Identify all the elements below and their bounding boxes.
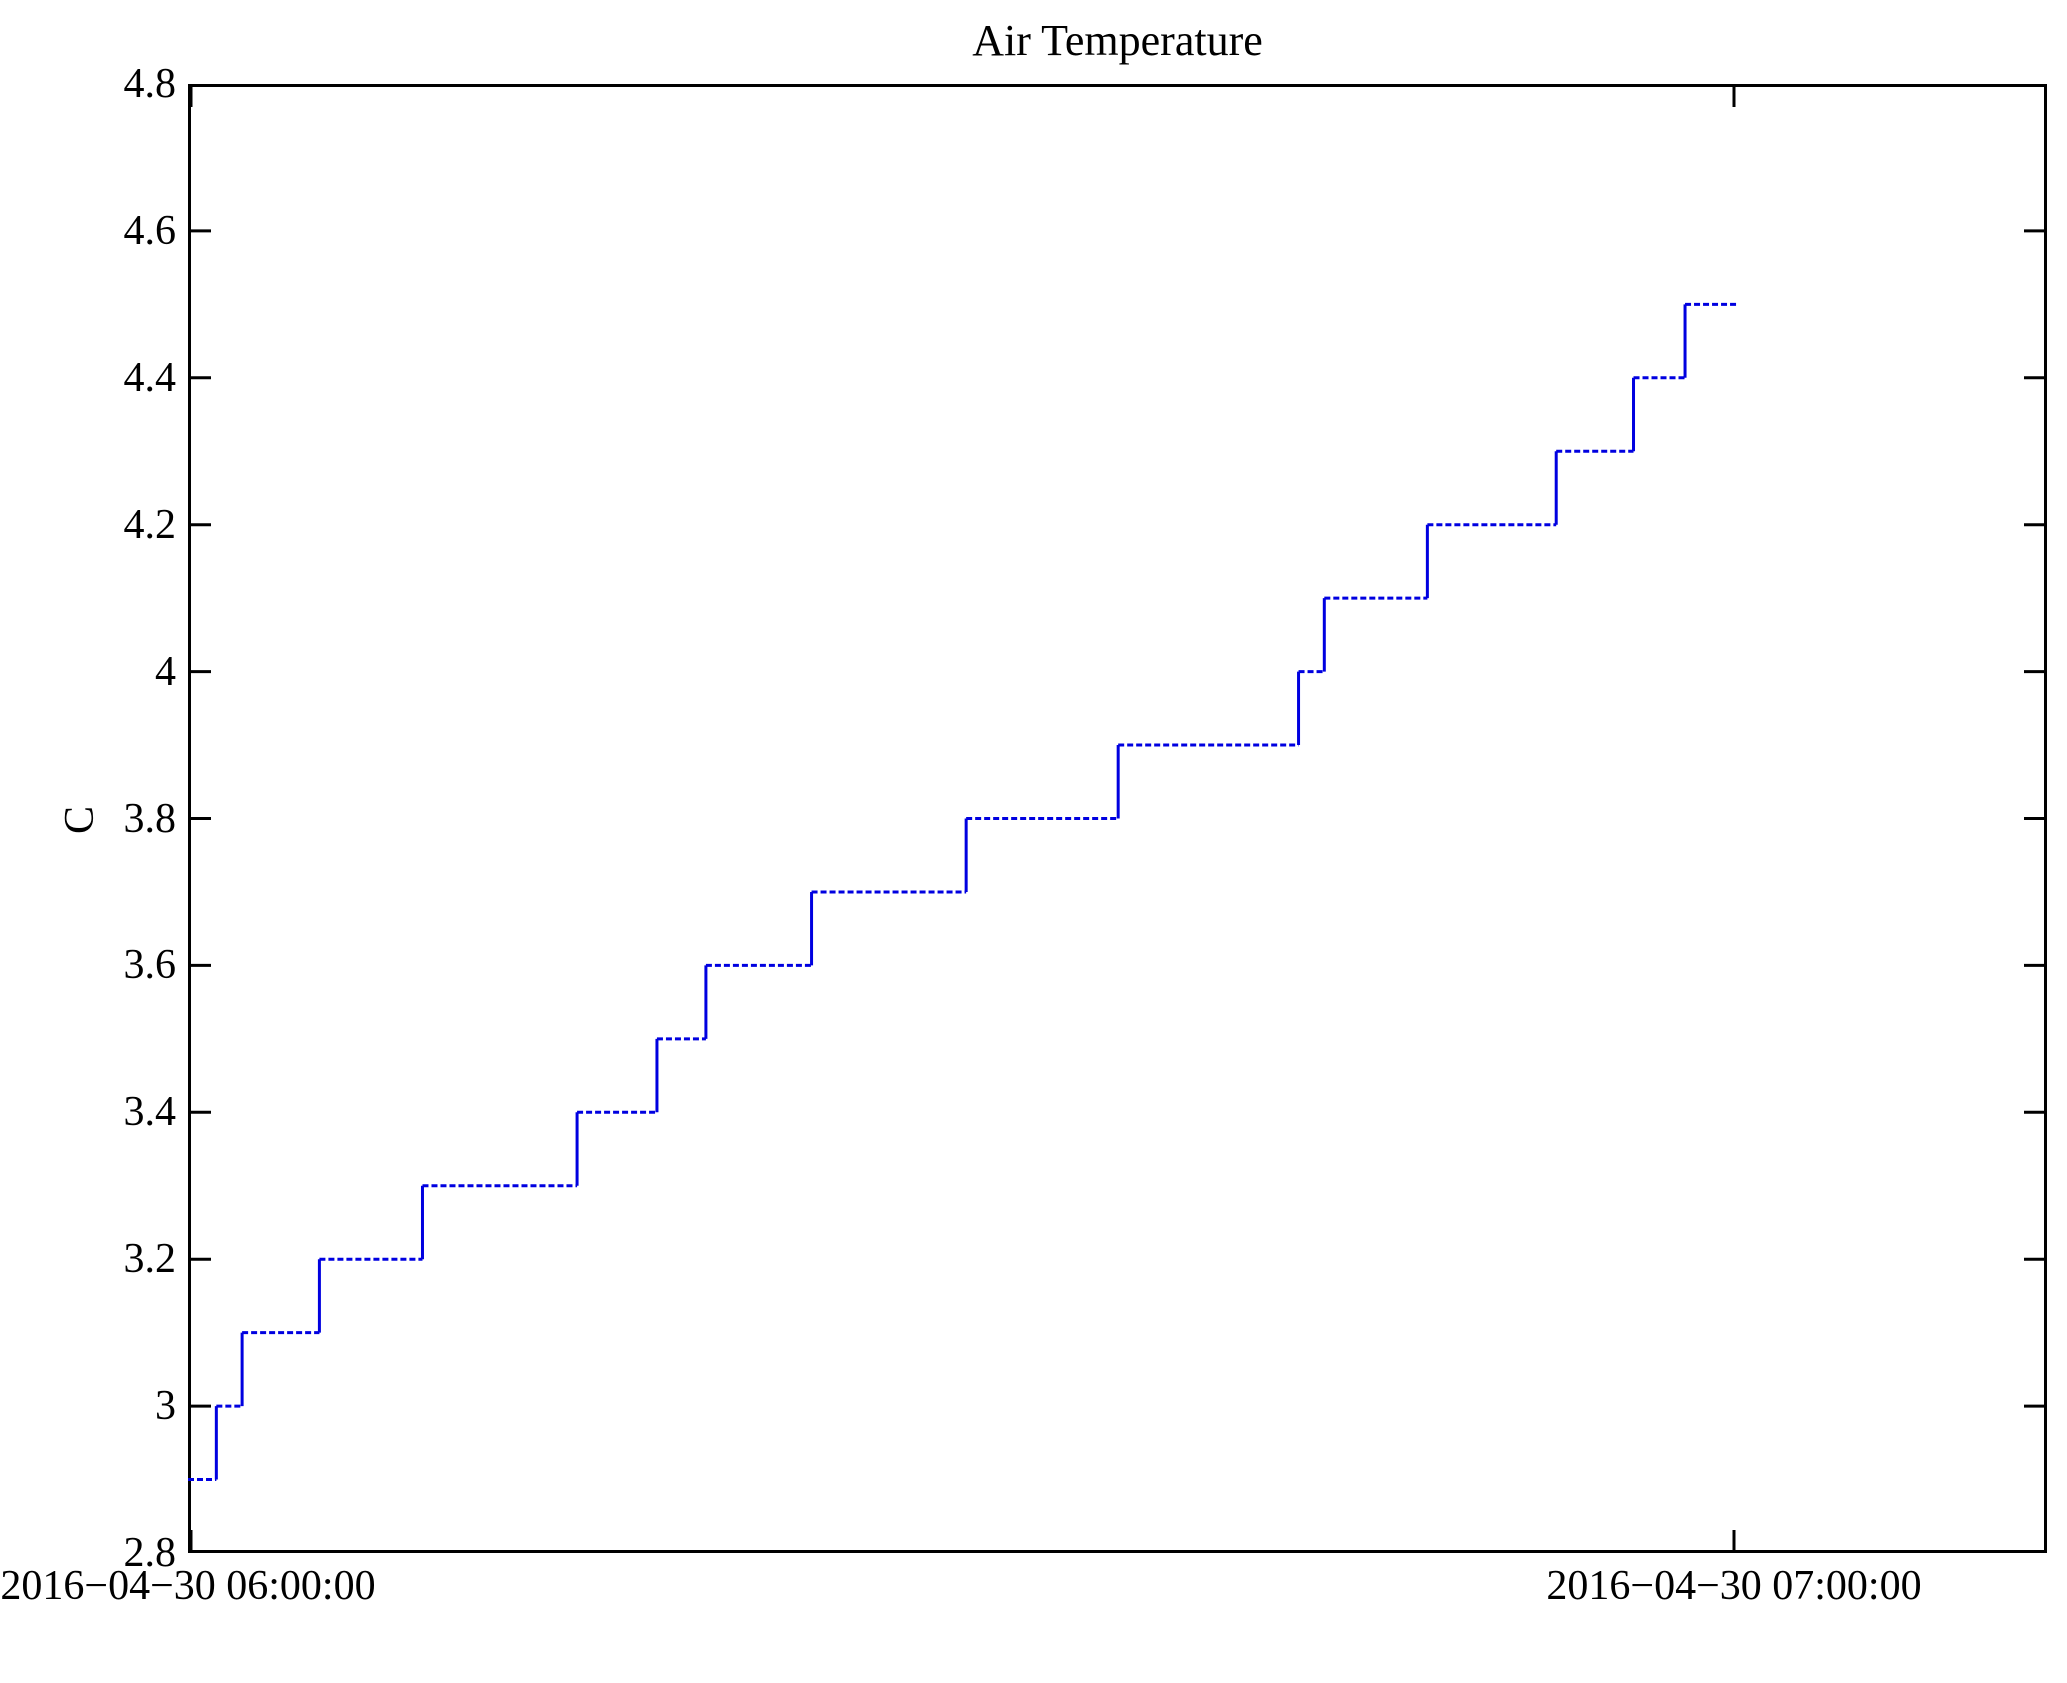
x-tick-label: 2016−04−30 06:00:00 xyxy=(0,1563,376,1609)
y-tick-label: 4 xyxy=(155,648,176,695)
y-tick-label: 4.6 xyxy=(123,207,177,254)
y-tick-label: 4.4 xyxy=(123,354,177,401)
y-tick-label: 4.8 xyxy=(123,61,177,107)
x-tick-label: 2016−04−30 07:00:00 xyxy=(1546,1563,1922,1609)
y-tick-label: 3.4 xyxy=(123,1089,177,1136)
y-tick-label: 3.8 xyxy=(123,795,177,842)
y-tick-label: 3.2 xyxy=(123,1236,177,1283)
y-tick-label: 4.2 xyxy=(123,501,177,548)
axis-box xyxy=(188,84,2047,1553)
y-tick-label: 3.6 xyxy=(123,942,177,989)
plot-area xyxy=(188,84,2047,1553)
y-tick-label: 3 xyxy=(155,1383,176,1430)
chart-title: Air Temperature xyxy=(972,16,1263,65)
y-tick-label: 2.8 xyxy=(123,1530,177,1576)
